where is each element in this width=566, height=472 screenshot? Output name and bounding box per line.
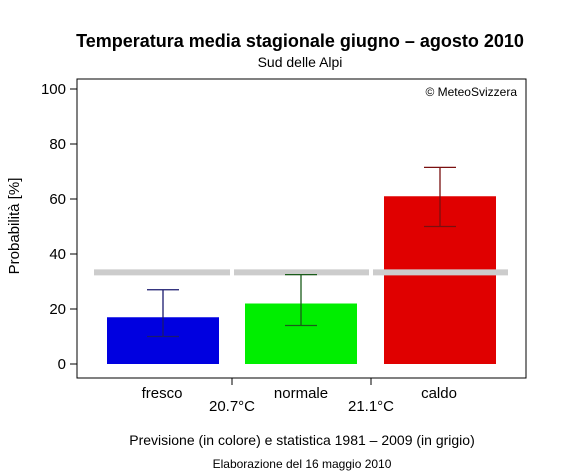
error-bar-fresco bbox=[147, 289, 179, 338]
category-label-normale: normale bbox=[274, 385, 328, 402]
error-bar-caldo bbox=[424, 166, 456, 228]
error-bars bbox=[147, 166, 456, 338]
y-tick-label: 60 bbox=[49, 191, 66, 208]
footer-date: Elaborazione del 16 maggio 2010 bbox=[213, 457, 392, 471]
y-tick-label: 80 bbox=[49, 136, 66, 153]
threshold-label: 21.1°C bbox=[348, 398, 394, 415]
y-tick-label: 100 bbox=[41, 81, 66, 98]
threshold-label: 20.7°C bbox=[209, 398, 255, 415]
x-axis: fresco normale caldo 20.7°C 21.1°C bbox=[142, 378, 457, 415]
y-axis-label: Probabilità [%] bbox=[6, 178, 23, 275]
y-tick-label: 20 bbox=[49, 301, 66, 318]
category-label-fresco: fresco bbox=[142, 385, 183, 402]
copyright-label: © MeteoSvizzera bbox=[425, 85, 517, 99]
chart-title: Temperatura media stagionale giugno – ag… bbox=[76, 31, 524, 51]
footer-text: Previsione (in colore) e statistica 1981… bbox=[129, 432, 475, 448]
category-label-caldo: caldo bbox=[421, 385, 457, 402]
y-tick-label: 0 bbox=[58, 356, 66, 373]
chart-subtitle: Sud delle Alpi bbox=[258, 54, 343, 70]
error-bar-normale bbox=[285, 273, 317, 327]
y-axis: 0 20 40 60 80 100 bbox=[41, 81, 78, 373]
y-tick-label: 40 bbox=[49, 246, 66, 263]
